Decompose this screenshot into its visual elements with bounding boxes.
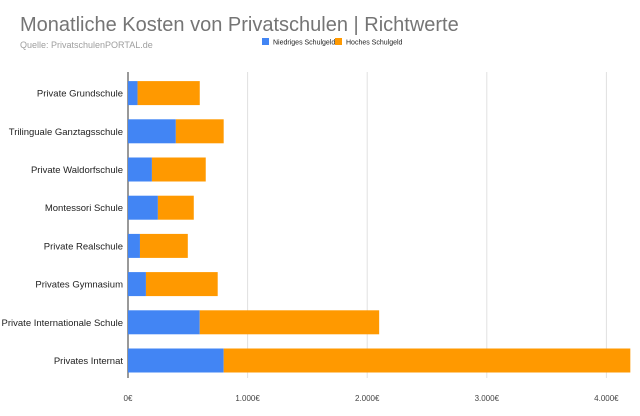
bar-hoch — [145, 272, 218, 297]
legend-swatch — [262, 38, 269, 45]
bar-niedrig — [128, 272, 146, 297]
category-label: Privates Internat — [54, 356, 124, 367]
category-label: Private Realschule — [44, 241, 123, 252]
bar-hoch — [137, 81, 200, 106]
x-tick-label: 0€ — [124, 394, 133, 403]
legend-label: Hoches Schulgeld — [346, 40, 403, 47]
bar-niedrig — [128, 310, 200, 335]
x-tick-labels: 0€ 1.000€ 2.000€ 3.000€ 4.000€ — [124, 394, 620, 403]
category-label: Private Grundschule — [37, 89, 123, 100]
legend-label: Niedriges Schulgeld — [273, 40, 335, 47]
bar-hoch — [139, 233, 188, 258]
category-label: Privates Gymnasium — [35, 280, 123, 291]
bars — [128, 81, 631, 373]
x-tick-label: 2.000€ — [355, 394, 380, 403]
bar-hoch — [175, 119, 224, 144]
bar-niedrig — [128, 195, 158, 220]
category-label: Trilinguale Ganztagsschule — [9, 127, 123, 138]
bar-niedrig — [128, 233, 140, 258]
x-tick-label: 1.000€ — [235, 394, 260, 403]
legend: Niedriges Schulgeld Hoches Schulgeld — [262, 38, 403, 47]
bar-hoch — [157, 195, 194, 220]
x-tick-label: 3.000€ — [475, 394, 500, 403]
bar-niedrig — [128, 157, 152, 182]
category-label: Montessori Schule — [45, 203, 123, 214]
bar-niedrig — [128, 81, 138, 106]
x-tick-label: 4.000€ — [594, 394, 619, 403]
category-label: Private Internationale Schule — [2, 318, 123, 329]
category-label: Private Waldorfschule — [31, 165, 123, 176]
bar-hoch — [151, 157, 206, 182]
category-labels: Private Grundschule Trilinguale Ganztagss… — [2, 89, 124, 367]
bar-niedrig — [128, 348, 224, 373]
legend-swatch — [335, 38, 342, 45]
chart-title: Monatliche Kosten von Privatschulen | Ri… — [20, 14, 459, 36]
bar-niedrig — [128, 119, 176, 144]
bar-hoch — [223, 348, 631, 373]
chart-subtitle: Quelle: PrivatschulenPORTAL.de — [20, 40, 153, 50]
bar-hoch — [199, 310, 380, 335]
